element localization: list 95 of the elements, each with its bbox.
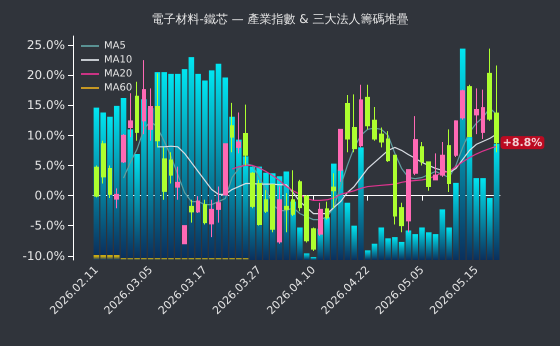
bar <box>304 253 310 260</box>
bar <box>406 230 412 260</box>
y-tick-label: 5.0% <box>34 158 65 172</box>
candlestick <box>209 199 214 238</box>
bar <box>412 234 418 260</box>
bar <box>440 209 446 260</box>
candlestick <box>196 196 200 214</box>
bar <box>324 217 330 260</box>
bar <box>175 74 181 258</box>
candlestick <box>447 128 451 192</box>
bar <box>432 234 438 260</box>
candlestick <box>474 88 479 135</box>
bar <box>216 64 222 258</box>
candlestick <box>481 89 485 140</box>
candlestick <box>264 190 268 214</box>
candlestick <box>135 81 139 142</box>
candlestick <box>121 134 126 164</box>
bar <box>202 80 208 258</box>
bar <box>114 255 120 260</box>
text: +8.8% <box>502 136 542 150</box>
bar <box>480 178 486 260</box>
candlestick <box>386 130 390 162</box>
bar <box>107 255 113 260</box>
bar <box>297 227 303 260</box>
bar <box>188 57 194 258</box>
bar <box>473 178 480 260</box>
bar <box>487 198 493 260</box>
candlestick <box>379 127 384 148</box>
candlestick <box>311 226 316 252</box>
bar <box>466 137 472 260</box>
bar <box>494 144 500 260</box>
bar <box>134 154 140 258</box>
candlestick <box>304 194 309 244</box>
candlestick <box>189 199 194 224</box>
line-series <box>231 146 498 201</box>
legend-label: MA10 <box>104 54 132 66</box>
y-tick-label: 25.0% <box>26 38 65 52</box>
y-tick-label: 10.0% <box>26 128 65 142</box>
candlestick <box>399 202 404 233</box>
candlestick <box>162 146 167 200</box>
y-tick-label: -5.0% <box>30 218 65 233</box>
bar <box>344 202 350 260</box>
candlestick <box>298 179 302 212</box>
candlestick <box>413 116 418 176</box>
legend-label: MA20 <box>104 68 132 80</box>
bar <box>242 156 248 258</box>
bar <box>426 232 432 260</box>
bar <box>372 244 378 260</box>
candlestick <box>426 161 431 192</box>
y-tick-label: -10.0% <box>22 248 65 263</box>
y-tick-label: 15.0% <box>26 98 65 112</box>
chart-title: 電子材料-鐵芯 — 產業指數 & 三大法人籌碼堆疊 <box>152 12 408 26</box>
candlestick <box>352 94 357 153</box>
candlestick <box>223 143 228 196</box>
legend-label: MA5 <box>104 40 126 52</box>
candlestick <box>203 199 207 225</box>
legend-label: MA60 <box>104 82 132 94</box>
bar <box>100 255 106 260</box>
bar <box>378 227 384 260</box>
candlestick <box>393 154 397 225</box>
candlestick <box>440 141 445 178</box>
candlestick <box>175 166 180 200</box>
bar <box>195 74 201 258</box>
candlestick <box>169 152 173 184</box>
bar <box>94 255 100 260</box>
candlestick <box>108 164 112 198</box>
line-series <box>122 108 498 220</box>
bar <box>453 182 459 260</box>
bar <box>114 106 120 256</box>
bar <box>364 250 371 260</box>
bar <box>310 256 316 260</box>
candlestick <box>216 186 221 224</box>
candlestick <box>345 94 350 153</box>
candlestick <box>94 164 99 198</box>
bar <box>392 237 398 260</box>
candlestick <box>182 225 187 244</box>
candlestick <box>372 106 377 142</box>
bar <box>385 238 391 260</box>
candlestick <box>420 141 424 166</box>
y-tick-label: 0.0% <box>34 188 65 203</box>
bar <box>351 226 357 260</box>
candlestick <box>454 120 458 158</box>
candlestick <box>487 48 492 122</box>
bar <box>168 74 174 258</box>
bar <box>398 242 404 260</box>
bar <box>358 147 364 260</box>
y-tick-label: 20.0% <box>26 68 65 82</box>
candlestick <box>365 84 370 130</box>
bar <box>128 129 134 258</box>
bar <box>419 227 425 260</box>
candlestick <box>114 188 119 209</box>
candlestick <box>460 89 465 120</box>
candlestick <box>433 152 438 180</box>
candlestick <box>101 140 106 184</box>
bar <box>446 227 452 260</box>
